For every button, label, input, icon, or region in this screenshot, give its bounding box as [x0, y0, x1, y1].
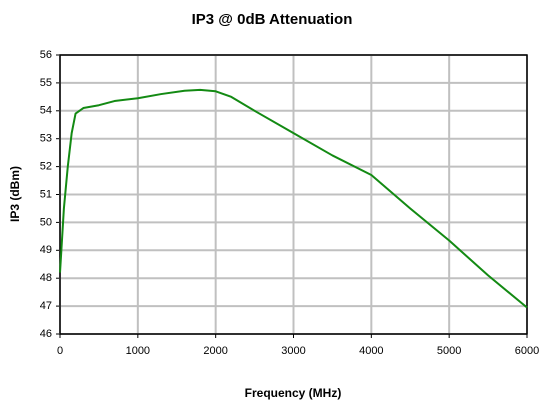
y-tick-label: 52: [40, 161, 52, 173]
x-tick-label: 1000: [126, 345, 150, 357]
x-tick-label: 4000: [359, 345, 383, 357]
y-tick-label: 49: [40, 244, 52, 256]
y-tick-label: 54: [40, 105, 52, 117]
x-tick-label: 5000: [437, 345, 461, 357]
chart-title: IP3 @ 0dB Attenuation: [192, 11, 353, 28]
y-tick-label: 48: [40, 272, 52, 284]
x-tick-label: 3000: [281, 345, 305, 357]
y-tick-label: 55: [40, 77, 52, 89]
y-tick-label: 56: [40, 49, 52, 61]
y-tick-label: 53: [40, 133, 52, 145]
y-tick-label: 46: [40, 328, 52, 340]
x-tick-label: 6000: [515, 345, 539, 357]
y-axis-label: IP3 (dBm): [8, 166, 22, 222]
x-tick-label: 2000: [203, 345, 227, 357]
y-tick-label: 51: [40, 188, 52, 200]
x-tick-label: 0: [57, 345, 63, 357]
y-tick-label: 50: [40, 216, 52, 228]
plot-border: [59, 54, 528, 335]
x-axis-label: Frequency (MHz): [245, 386, 342, 400]
y-tick-label: 47: [40, 300, 52, 312]
data-line: [59, 88, 528, 309]
